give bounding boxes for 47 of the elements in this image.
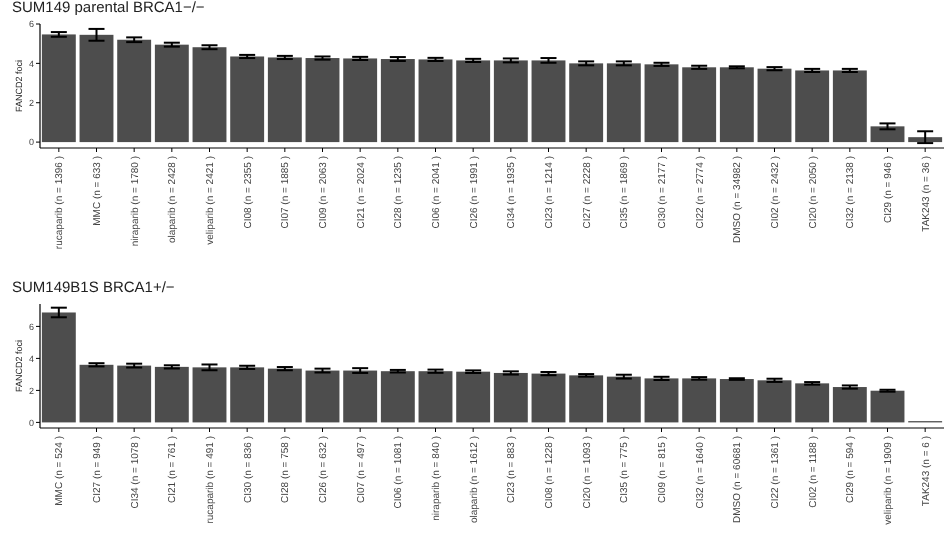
bar bbox=[644, 378, 679, 423]
bar bbox=[117, 365, 152, 423]
bar bbox=[343, 58, 378, 143]
bar bbox=[456, 60, 491, 143]
bar bbox=[418, 59, 453, 143]
bar bbox=[832, 70, 867, 143]
bar bbox=[870, 126, 905, 143]
bar bbox=[870, 390, 905, 423]
bar bbox=[493, 60, 528, 143]
bar bbox=[305, 58, 340, 143]
bar bbox=[757, 380, 792, 423]
bar bbox=[267, 57, 302, 143]
bar bbox=[230, 56, 265, 143]
bar bbox=[908, 137, 943, 143]
bar bbox=[117, 39, 152, 143]
bar bbox=[192, 47, 227, 143]
bar bbox=[832, 387, 867, 423]
bar bbox=[795, 383, 830, 423]
bar bbox=[154, 44, 189, 143]
bar bbox=[719, 67, 754, 143]
bar bbox=[305, 370, 340, 423]
bar bbox=[41, 34, 76, 143]
bar bbox=[606, 376, 641, 423]
bar bbox=[682, 67, 717, 143]
bar bbox=[154, 366, 189, 423]
bar bbox=[606, 63, 641, 143]
bar bbox=[79, 364, 114, 423]
bar bbox=[230, 367, 265, 423]
bar bbox=[682, 378, 717, 423]
bar bbox=[79, 34, 114, 143]
bar bbox=[795, 70, 830, 143]
bar bbox=[456, 371, 491, 423]
bar bbox=[380, 59, 415, 143]
bar bbox=[531, 60, 566, 143]
bar bbox=[719, 379, 754, 423]
bar bbox=[343, 370, 378, 423]
bar bbox=[267, 368, 302, 423]
bar bbox=[757, 68, 792, 143]
bar bbox=[569, 375, 604, 423]
bar bbox=[380, 371, 415, 423]
bar bbox=[192, 367, 227, 423]
bar bbox=[531, 373, 566, 423]
bar bbox=[41, 312, 76, 423]
bar bbox=[644, 64, 679, 143]
bar bbox=[493, 372, 528, 423]
bar bbox=[418, 371, 453, 423]
bar bbox=[569, 63, 604, 143]
